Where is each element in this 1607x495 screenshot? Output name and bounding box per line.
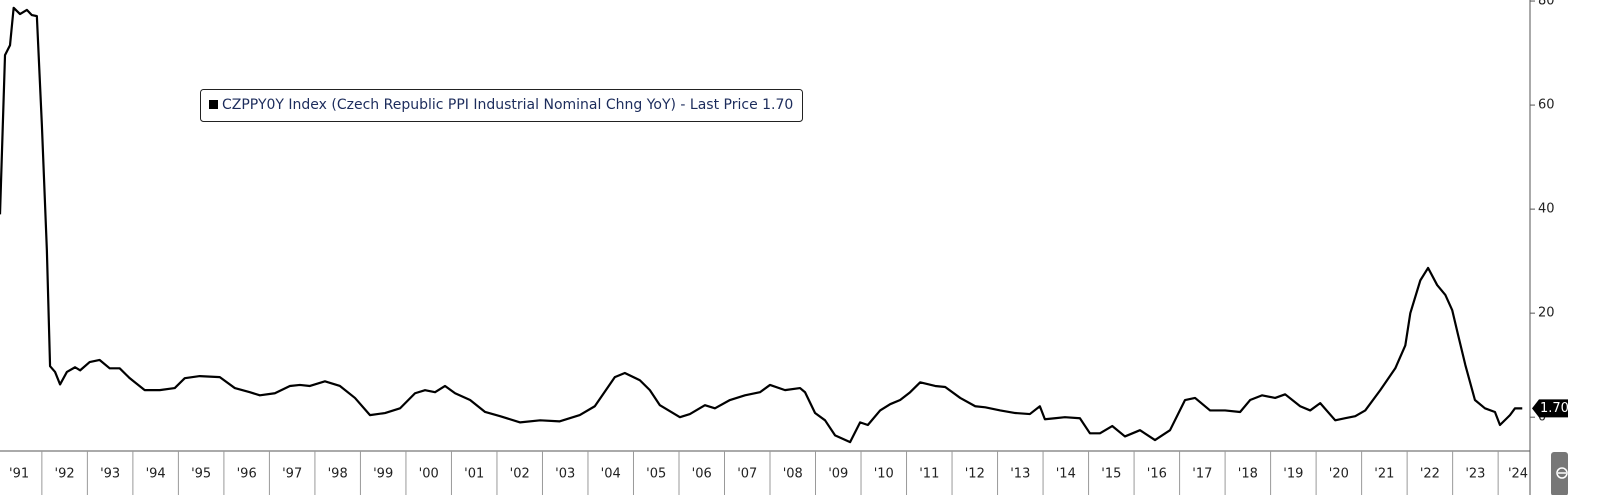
x-tick-label: '99 [373, 467, 393, 482]
y-tick-label: 60 [1538, 98, 1555, 113]
x-tick-label: '16 [1147, 467, 1167, 482]
legend-label: CZPPY0Y Index (Czech Republic PPI Indust… [222, 97, 793, 113]
x-tick-label: '14 [1056, 467, 1076, 482]
zoom-button[interactable] [1551, 452, 1568, 495]
x-tick-label: '21 [1374, 467, 1394, 482]
x-tick-label: '91 [9, 467, 29, 482]
legend: CZPPY0Y Index (Czech Republic PPI Indust… [200, 89, 803, 122]
x-tick-label: '11 [919, 467, 939, 482]
y-tick-label: 40 [1538, 202, 1555, 217]
x-tick-label: '07 [737, 467, 757, 482]
x-tick-label: '13 [1010, 467, 1030, 482]
x-tick-label: '93 [100, 467, 120, 482]
legend-swatch [209, 100, 218, 109]
x-tick-label: '23 [1465, 467, 1485, 482]
x-tick-label: '18 [1238, 467, 1258, 482]
y-tick-label: 20 [1538, 306, 1555, 321]
x-tick-label: '03 [555, 467, 575, 482]
x-tick-label: '98 [328, 467, 348, 482]
x-tick-label: '22 [1420, 467, 1440, 482]
x-tick-label: '15 [1101, 467, 1121, 482]
legend-box [200, 89, 803, 122]
x-tick-label: '19 [1283, 467, 1303, 482]
x-tick-label: '96 [237, 467, 257, 482]
x-tick-label: '24 [1508, 467, 1528, 482]
y-tick-label: 80 [1538, 0, 1555, 9]
x-tick-label: '04 [601, 467, 621, 482]
last-price-label: 1.70 [1540, 401, 1569, 416]
x-tick-label: '92 [55, 467, 75, 482]
x-tick-label: '02 [510, 467, 530, 482]
x-tick-label: '95 [191, 467, 211, 482]
x-tick-label: '06 [692, 467, 712, 482]
x-tick-label: '17 [1192, 467, 1212, 482]
x-tick-label: '94 [146, 467, 166, 482]
x-tick-label: '10 [874, 467, 894, 482]
x-tick-label: '09 [828, 467, 848, 482]
x-tick-label: '05 [646, 467, 666, 482]
x-tick-label: '12 [965, 467, 985, 482]
last-price-tag [1532, 399, 1568, 418]
x-tick-label: '97 [282, 467, 302, 482]
x-tick-label: '00 [419, 467, 439, 482]
price-line [0, 6, 1523, 444]
x-tick-label: '01 [464, 467, 484, 482]
x-tick-label: '20 [1329, 467, 1349, 482]
x-tick-label: '08 [783, 467, 803, 482]
